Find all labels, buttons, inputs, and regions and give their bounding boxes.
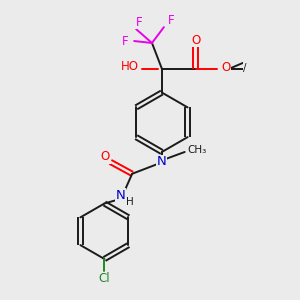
- Text: HO: HO: [121, 60, 139, 73]
- Text: F: F: [167, 14, 174, 27]
- Text: /: /: [243, 63, 247, 73]
- Text: N: N: [157, 155, 167, 168]
- Text: O: O: [101, 150, 110, 164]
- Text: H: H: [126, 196, 134, 206]
- Text: O: O: [191, 34, 200, 46]
- Text: CH₃: CH₃: [188, 145, 207, 155]
- Text: F: F: [136, 16, 142, 29]
- Text: N: N: [116, 189, 125, 202]
- Text: Cl: Cl: [99, 272, 110, 285]
- Text: F: F: [122, 34, 128, 47]
- Text: O: O: [221, 61, 231, 74]
